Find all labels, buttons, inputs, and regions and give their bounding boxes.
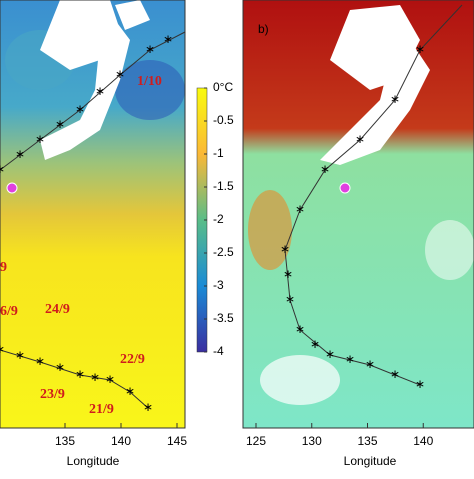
x-tick-label: 125	[246, 434, 266, 448]
x-axis-label: Longitude	[344, 454, 397, 468]
track-point: ∗	[143, 400, 153, 414]
track-point: ∗	[365, 357, 375, 371]
track-point: ∗	[95, 84, 105, 98]
track-point: ∗	[285, 292, 295, 306]
panel-label: b)	[258, 22, 269, 36]
track-point: ∗	[283, 267, 293, 281]
colorbar-tick-label: 0°C	[213, 80, 233, 94]
track-point: ∗	[35, 132, 45, 146]
track-point: ∗	[280, 242, 290, 256]
track-point: ∗	[35, 354, 45, 368]
track-label: 24/9	[45, 302, 70, 317]
map-b	[242, 0, 474, 429]
colorbar-tick-label: -2	[213, 212, 224, 226]
track-point: ∗	[345, 352, 355, 366]
track-point: ∗	[0, 162, 5, 176]
colorbar-tick-label: -1.5	[213, 179, 234, 193]
track-point: ∗	[295, 202, 305, 216]
colorbar-tick-label: -3.5	[213, 311, 234, 325]
track-point: ∗	[310, 337, 320, 351]
x-tick-label: 140	[413, 434, 433, 448]
track-point: ∗	[145, 42, 155, 56]
track-point: ∗	[115, 67, 125, 81]
map-a	[0, 0, 186, 429]
track-point: ∗	[320, 162, 330, 176]
track-point: ∗	[55, 360, 65, 374]
track-label: 1/10	[137, 74, 162, 89]
track-point: ∗	[415, 377, 425, 391]
track-point: ∗	[90, 370, 100, 384]
track-point: ∗	[163, 32, 173, 46]
colorbar-tick-label: -2.5	[213, 245, 234, 259]
track-label: 21/9	[89, 402, 114, 417]
track-labels: 1/10 9 6/9 24/9 23/9 22/9 21/9	[0, 74, 162, 417]
track-point: ∗	[390, 92, 400, 106]
track-point: ∗	[0, 342, 5, 356]
track-point: ∗	[75, 367, 85, 381]
track-label: 6/9	[0, 304, 18, 319]
track-point: ∗	[15, 147, 25, 161]
track-label: 9	[0, 260, 7, 275]
track-label: 22/9	[120, 352, 145, 367]
colorbar-tick-label: -4	[213, 344, 224, 358]
colorbar-tick-label: -1	[213, 146, 224, 160]
track-point: ∗	[355, 132, 365, 146]
colorbar-tick-label: -0.5	[213, 113, 234, 127]
x-tick-label: 140	[111, 434, 131, 448]
x-axis-label: Longitude	[67, 454, 120, 468]
track-point: ∗	[390, 367, 400, 381]
x-tick-label: 145	[167, 434, 187, 448]
track-point: ∗	[415, 42, 425, 56]
track-point: ∗	[15, 348, 25, 362]
track-point: ∗	[325, 347, 335, 361]
track-point: ∗	[55, 117, 65, 131]
track-point: ∗	[75, 102, 85, 116]
x-tick-label: 135	[357, 434, 377, 448]
x-tick-label: 130	[302, 434, 322, 448]
track-point: ∗	[295, 322, 305, 336]
colorbar-tick-label: -3	[213, 278, 224, 292]
track-point: ∗	[105, 372, 115, 386]
track-label: 23/9	[40, 387, 65, 402]
x-tick-label: 135	[55, 434, 75, 448]
track-point: ∗	[125, 384, 135, 398]
